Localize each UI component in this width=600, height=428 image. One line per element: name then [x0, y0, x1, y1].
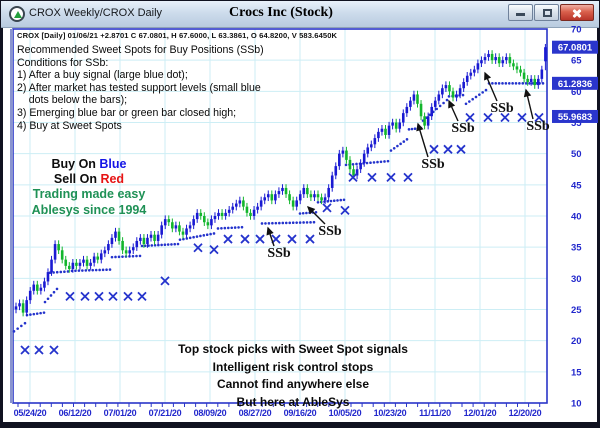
svg-text:SSb: SSb [318, 224, 342, 239]
title-bar[interactable]: CROX Weekly/CROX Daily Crocs Inc (Stock) [1, 1, 599, 28]
ssb-instructions: Recommended Sweet Spots for Buy Position… [17, 44, 264, 132]
svg-text:30: 30 [571, 274, 582, 285]
maximize-button[interactable] [534, 4, 559, 21]
svg-text:SSb: SSb [451, 121, 475, 136]
svg-text:12/20/20: 12/20/20 [509, 408, 542, 418]
close-button[interactable] [560, 4, 594, 21]
window-controls [508, 4, 594, 21]
promo-text: Top stock picks with Sweet Spot signals … [128, 341, 458, 411]
svg-text:60: 60 [571, 87, 582, 98]
svg-text:70: 70 [571, 25, 582, 36]
svg-text:40: 40 [571, 212, 582, 223]
instruction-line: dots below the bars); [17, 94, 128, 107]
buy-on-blue-line: Buy On Blue [51, 157, 127, 171]
red-word: Red [100, 172, 125, 187]
sell-on-red-line: Sell On Red [53, 172, 125, 187]
svg-text:11/11/20: 11/11/20 [419, 408, 451, 418]
svg-text:07/21/20: 07/21/20 [149, 408, 182, 418]
window-title-left: CROX Weekly/CROX Daily [29, 7, 163, 19]
tagline-1: Trading made easy [32, 187, 146, 202]
svg-text:SSb: SSb [267, 246, 291, 261]
promo-line: Intelligent risk control stops [212, 359, 374, 374]
quote-header-line: CROX [Daily] 01/06/21 +2.8701 C 67.0801,… [17, 31, 338, 40]
svg-text:08/27/20: 08/27/20 [239, 408, 272, 418]
svg-text:67.0801: 67.0801 [558, 43, 593, 54]
svg-text:61.2836: 61.2836 [558, 79, 592, 90]
instruction-line: 4) Buy at Sweet Spots [17, 119, 122, 132]
minimize-button[interactable] [508, 4, 533, 21]
svg-text:50: 50 [571, 149, 582, 160]
svg-text:45: 45 [571, 180, 582, 191]
svg-text:25: 25 [571, 305, 582, 316]
svg-text:35: 35 [571, 243, 582, 254]
maximize-icon [543, 9, 552, 17]
instruction-line: 2) After market has tested support level… [17, 81, 261, 94]
blue-word: Blue [99, 157, 127, 171]
buy-sell-slogan: Buy On Blue Sell On Red Trading made eas… [14, 157, 164, 218]
svg-text:20: 20 [571, 336, 582, 347]
svg-text:10/05/20: 10/05/20 [329, 408, 362, 418]
tagline-2: Ablesys since 1994 [31, 202, 147, 217]
svg-text:SSb: SSb [490, 101, 514, 116]
svg-text:10/23/20: 10/23/20 [374, 408, 407, 418]
svg-text:06/12/20: 06/12/20 [59, 408, 92, 418]
svg-text:SSb: SSb [526, 119, 550, 134]
instruction-line: Conditions for SSb: [17, 56, 109, 69]
promo-line: Cannot find anywhere else [216, 377, 370, 391]
svg-text:09/16/20: 09/16/20 [284, 408, 317, 418]
svg-text:10: 10 [571, 399, 582, 410]
svg-text:07/01/20: 07/01/20 [104, 408, 137, 418]
svg-text:05/24/20: 05/24/20 [14, 408, 47, 418]
instruction-line: Recommended Sweet Spots for Buy Position… [17, 44, 264, 56]
promo-line: But here at AbleSys [236, 394, 350, 409]
svg-text:55.9683: 55.9683 [558, 112, 592, 123]
abletrend-logo-icon [9, 6, 25, 22]
instruction-line: 3) Emerging blue bar or green bar closed… [17, 106, 237, 119]
svg-text:55: 55 [571, 118, 582, 129]
svg-text:12/01/20: 12/01/20 [464, 408, 497, 418]
svg-text:08/09/20: 08/09/20 [194, 408, 227, 418]
instruction-line: 1) After a buy signal (large blue dot); [17, 69, 188, 82]
window-title-center: Crocs Inc (Stock) [229, 5, 333, 20]
minimize-icon [516, 13, 525, 16]
svg-text:SSb: SSb [421, 157, 445, 172]
promo-line: Top stock picks with Sweet Spot signals [178, 342, 408, 356]
svg-text:65: 65 [571, 56, 582, 67]
svg-text:15: 15 [571, 367, 582, 378]
